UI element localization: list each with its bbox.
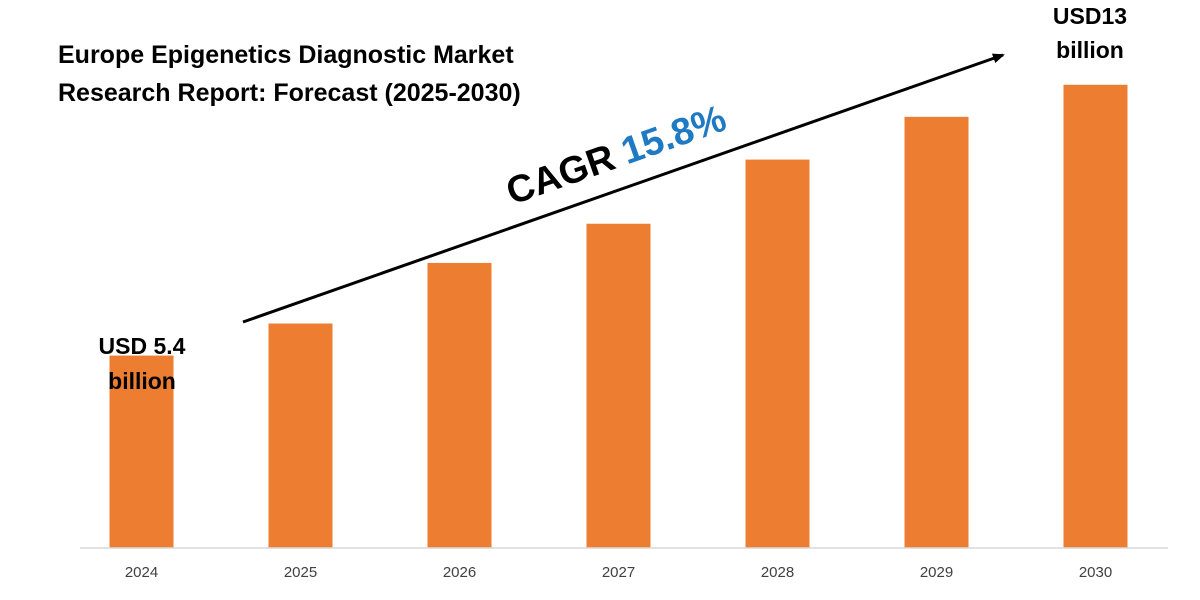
x-tick-label-2030: 2030: [1079, 564, 1112, 581]
first-value-label-line2: billion: [108, 368, 176, 394]
chart-title-line1: Europe Epigenetics Diagnostic Market: [58, 41, 514, 69]
x-tick-label-2028: 2028: [761, 564, 794, 581]
bar-2027: [586, 223, 651, 548]
x-tick-label-2027: 2027: [602, 564, 635, 581]
x-tick-label-2026: 2026: [443, 564, 476, 581]
bar-2030: [1063, 84, 1128, 549]
growth-trend-arrow: [242, 53, 1005, 324]
last-value-label-line2: billion: [1056, 37, 1124, 63]
bar-2028: [745, 159, 810, 548]
last-value-label-line1: USD13: [1053, 3, 1127, 29]
bar-2025: [268, 323, 333, 548]
cagr-prefix: CAGR: [501, 137, 620, 214]
x-tick-label-2024: 2024: [125, 564, 158, 581]
x-tick-labels: 2024 2025 2026 2027 2028 2029 2030: [125, 564, 1112, 581]
bar-2024: [109, 355, 174, 548]
x-tick-label-2029: 2029: [920, 564, 953, 581]
bars-group: [109, 84, 1128, 549]
first-value-label-line1: USD 5.4: [99, 333, 186, 359]
bar-2029: [904, 116, 969, 548]
chart-title-line2: Research Report: Forecast (2025-2030): [58, 79, 521, 107]
x-tick-label-2025: 2025: [284, 564, 317, 581]
cagr-value: 15.8%: [616, 98, 732, 173]
cagr-annotation: CAGR15.8%: [501, 98, 732, 214]
bar-2026: [427, 262, 492, 548]
